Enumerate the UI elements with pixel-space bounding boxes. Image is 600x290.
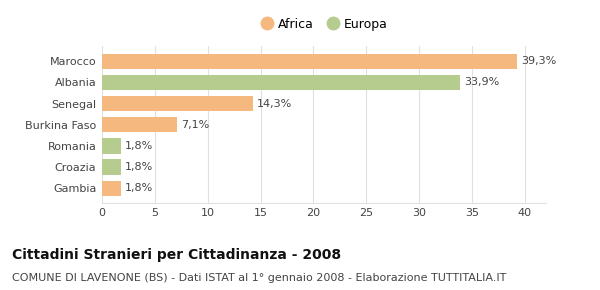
Text: 39,3%: 39,3% — [521, 56, 556, 66]
Text: COMUNE DI LAVENONE (BS) - Dati ISTAT al 1° gennaio 2008 - Elaborazione TUTTITALI: COMUNE DI LAVENONE (BS) - Dati ISTAT al … — [12, 273, 506, 282]
Bar — [102, 138, 121, 153]
Bar — [102, 75, 460, 90]
Text: 1,8%: 1,8% — [125, 183, 153, 193]
Text: 1,8%: 1,8% — [125, 141, 153, 151]
Bar — [102, 181, 121, 196]
Text: Cittadini Stranieri per Cittadinanza - 2008: Cittadini Stranieri per Cittadinanza - 2… — [12, 248, 341, 262]
Legend: Africa, Europa: Africa, Europa — [260, 18, 388, 31]
Bar — [102, 96, 253, 111]
Text: 33,9%: 33,9% — [464, 77, 499, 87]
Bar — [102, 54, 517, 69]
Text: 14,3%: 14,3% — [257, 99, 292, 108]
Bar — [102, 117, 177, 132]
Text: 7,1%: 7,1% — [181, 120, 209, 130]
Text: 1,8%: 1,8% — [125, 162, 153, 172]
Bar — [102, 160, 121, 175]
